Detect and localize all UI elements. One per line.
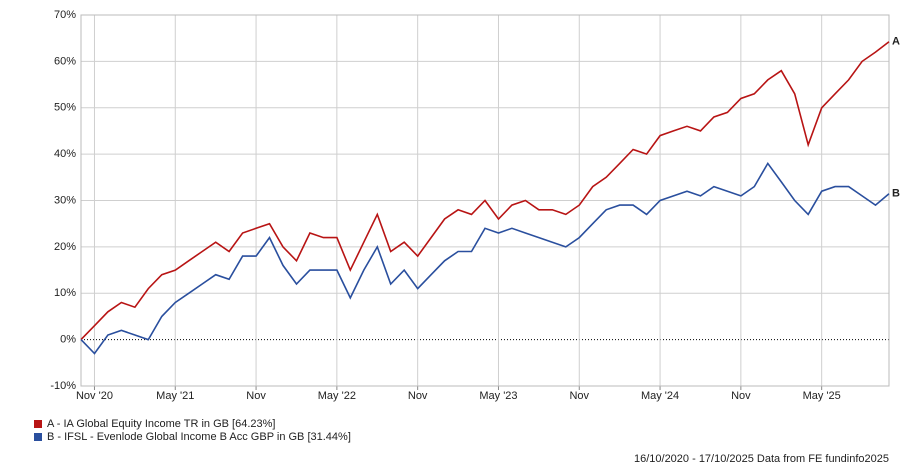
legend-swatch [34, 420, 42, 428]
x-tick-label: May '22 [318, 390, 356, 402]
x-tick-label: May '21 [156, 390, 194, 402]
y-tick-label: 40% [54, 148, 76, 160]
legend-swatch [34, 433, 42, 441]
x-tick-label: Nov [246, 390, 266, 402]
y-tick-label: -10% [50, 380, 76, 392]
x-tick-label: May '23 [479, 390, 517, 402]
y-tick-label: 30% [54, 194, 76, 206]
x-tick-label: Nov [408, 390, 428, 402]
y-tick-label: 10% [54, 287, 76, 299]
series-line [80, 161, 890, 355]
y-tick-label: 70% [54, 9, 76, 21]
x-tick-label: Nov [569, 390, 589, 402]
end-label: B [892, 188, 900, 200]
x-tick-label: Nov '20 [76, 390, 113, 402]
y-tick-label: 20% [54, 241, 76, 253]
footer: 16/10/2020 - 17/10/2025 Data from FE fun… [634, 453, 889, 465]
y-tick-label: 0% [60, 334, 76, 346]
y-tick-label: 60% [54, 55, 76, 67]
series-line [80, 41, 890, 341]
y-tick-label: 50% [54, 102, 76, 114]
plot-frame [80, 14, 890, 387]
x-tick-label: May '24 [641, 390, 679, 402]
legend-label: A - IA Global Equity Income TR in GB [64… [47, 418, 275, 430]
end-label: A [892, 36, 900, 48]
x-tick-label: Nov [731, 390, 751, 402]
x-tick-label: May '25 [803, 390, 841, 402]
legend-label: B - IFSL - Evenlode Global Income B Acc … [47, 431, 351, 443]
